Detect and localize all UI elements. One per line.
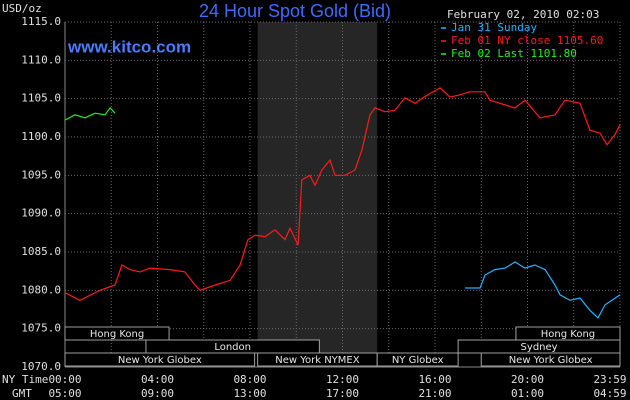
y-tick-label: 1110.0 — [21, 53, 61, 66]
session-label: New York NYMEX — [275, 355, 360, 366]
session-label: New York Globex — [509, 355, 593, 366]
legend-label: Feb 01 NY close 1105.60 — [451, 34, 603, 47]
gmt-tick-label: 05:00 — [48, 387, 81, 400]
session-label: Hong Kong — [90, 329, 144, 340]
x-tick-label: 20:00 — [511, 373, 544, 386]
x-tick-label: 08:00 — [233, 373, 266, 386]
x-tick-label: 00:00 — [48, 373, 81, 386]
session-label: Hong Kong — [541, 329, 595, 340]
session-box — [480, 352, 621, 367]
y-tick-label: 1105.0 — [21, 92, 61, 105]
x-tick-label: 12:00 — [326, 373, 359, 386]
y-tick-label: 1070.0 — [21, 360, 61, 373]
gmt-tick-label: 17:00 — [326, 387, 359, 400]
plot-underlay — [64, 21, 621, 368]
gmt-tick-label: 21:00 — [418, 387, 451, 400]
series-line — [465, 261, 621, 319]
y-tick-label: 1095.0 — [21, 168, 61, 181]
y-tick-label: 1080.0 — [21, 283, 61, 296]
gmt-tick-label: 13:00 — [233, 387, 266, 400]
unit-label: USD/oz — [2, 2, 42, 15]
session-label: New York Globex — [118, 355, 202, 366]
legend-label: Jan 31 Sunday — [451, 21, 537, 34]
gmt-tick-label: 04:59 — [593, 387, 626, 400]
session-label: London — [214, 342, 251, 353]
highlight-band — [257, 22, 378, 367]
x-tick-label: 16:00 — [418, 373, 451, 386]
ny-time-label: NY Time — [2, 373, 48, 386]
session-label: Sydney — [521, 342, 558, 353]
legend-label: Feb 02 Last 1101.80 — [451, 47, 577, 60]
session-box — [64, 326, 170, 341]
chart-title: 24 Hour Spot Gold (Bid) — [199, 1, 391, 21]
x-tick-label: 23:59 — [593, 373, 626, 386]
series-line — [64, 106, 116, 121]
website[interactable]: www.kitco.com — [67, 37, 191, 56]
series-line — [64, 87, 621, 301]
gmt-tick-label: 09:00 — [141, 387, 174, 400]
timestamp: February 02, 2010 02:03 — [447, 8, 599, 21]
y-tick-label: 1085.0 — [21, 245, 61, 258]
gmt-label: GMT — [12, 387, 32, 400]
session-box — [64, 352, 256, 367]
y-tick-label: 1075.0 — [21, 322, 61, 335]
gmt-tick-label: 01:00 — [511, 387, 544, 400]
session-label: NY Globex — [392, 355, 444, 366]
session-box — [376, 352, 459, 367]
y-tick-label: 1090.0 — [21, 207, 61, 220]
y-tick-label: 1115.0 — [21, 15, 61, 28]
x-tick-label: 04:00 — [141, 373, 174, 386]
y-tick-label: 1100.0 — [21, 130, 61, 143]
